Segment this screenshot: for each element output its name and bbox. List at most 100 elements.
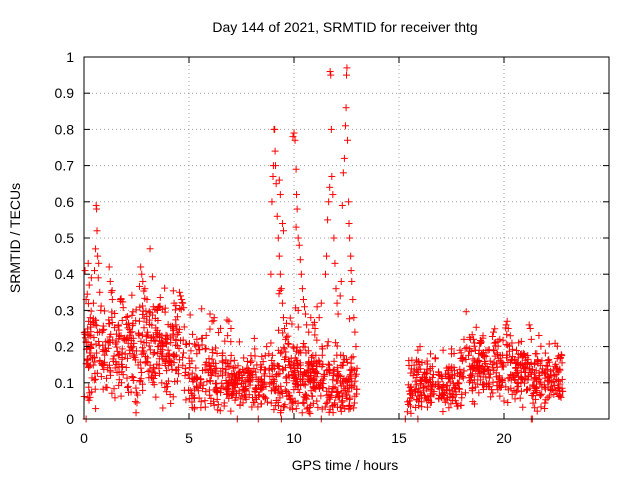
data-point — [219, 383, 227, 391]
data-point — [81, 267, 89, 275]
data-point — [415, 397, 423, 405]
data-point — [212, 385, 220, 393]
data-point — [270, 377, 278, 385]
data-point — [84, 325, 92, 333]
data-point — [520, 379, 528, 387]
data-point — [316, 384, 324, 392]
data-point — [111, 364, 119, 372]
data-point — [456, 365, 464, 373]
data-point — [106, 339, 114, 347]
data-point — [186, 374, 194, 382]
data-point — [407, 365, 415, 373]
data-point — [283, 379, 291, 387]
data-point — [313, 336, 321, 344]
data-point — [313, 303, 321, 311]
data-point — [321, 403, 329, 411]
data-point — [537, 342, 545, 350]
data-point — [171, 306, 179, 314]
data-point — [550, 372, 558, 380]
data-point — [272, 180, 280, 188]
data-point — [446, 390, 454, 398]
data-point — [353, 390, 361, 398]
data-point — [315, 358, 323, 366]
data-point — [124, 324, 132, 332]
data-point — [443, 364, 451, 372]
data-point — [255, 391, 263, 399]
data-point — [280, 227, 287, 235]
data-point — [139, 310, 147, 318]
data-point — [457, 401, 465, 409]
data-point — [505, 374, 513, 382]
x-tick-label: 15 — [391, 430, 407, 446]
data-point — [198, 305, 206, 313]
data-point — [495, 381, 503, 389]
data-point — [319, 380, 327, 388]
data-point — [212, 359, 220, 367]
data-point — [227, 325, 235, 332]
x-tick-label: 10 — [286, 430, 302, 446]
data-point — [405, 357, 413, 365]
data-point — [216, 407, 224, 415]
data-point — [305, 328, 313, 336]
data-point — [489, 364, 497, 372]
y-tick-label: 0.2 — [55, 339, 75, 355]
data-point — [548, 385, 556, 393]
data-point — [462, 308, 470, 316]
data-point — [346, 315, 354, 323]
data-point — [417, 377, 425, 385]
data-point — [278, 389, 286, 397]
data-point — [310, 375, 318, 383]
data-point — [324, 398, 332, 406]
data-point — [164, 383, 172, 391]
data-point — [288, 320, 296, 328]
data-point — [92, 245, 100, 253]
data-point — [458, 390, 466, 398]
data-point — [206, 377, 214, 385]
data-point — [529, 399, 537, 407]
data-point — [142, 333, 150, 341]
data-point — [322, 399, 330, 407]
data-point — [537, 403, 545, 411]
data-point — [208, 346, 216, 354]
x-tick-label: 20 — [496, 430, 512, 446]
data-point — [299, 296, 307, 304]
data-point — [145, 342, 153, 350]
data-point — [206, 325, 214, 333]
data-point — [291, 354, 299, 362]
y-tick-label: 0 — [66, 411, 74, 427]
data-point — [150, 374, 158, 382]
data-point — [430, 388, 438, 396]
data-point — [352, 370, 360, 378]
data-point — [153, 360, 161, 368]
data-point — [110, 385, 118, 393]
data-point — [151, 314, 159, 322]
data-point — [193, 384, 201, 392]
data-point — [119, 371, 127, 379]
data-point — [185, 339, 193, 347]
data-point — [349, 296, 357, 304]
data-point — [301, 303, 308, 311]
data-point — [112, 358, 120, 366]
data-point — [215, 329, 223, 337]
data-point — [95, 338, 103, 346]
data-point — [423, 403, 431, 411]
data-point — [300, 369, 308, 377]
data-point — [179, 299, 187, 307]
data-point — [158, 305, 166, 313]
data-point — [151, 337, 159, 345]
data-point — [180, 304, 188, 312]
data-point — [318, 351, 326, 359]
data-point — [276, 191, 284, 199]
data-point — [85, 281, 93, 289]
data-point — [350, 314, 358, 322]
data-point — [290, 344, 298, 352]
data-point — [162, 331, 170, 339]
data-point — [544, 356, 552, 364]
x-tick-label: 5 — [185, 430, 193, 446]
data-point — [81, 334, 89, 342]
data-point — [332, 339, 340, 347]
data-point — [326, 67, 334, 75]
data-point — [161, 335, 169, 343]
data-point — [461, 389, 469, 397]
data-point — [494, 378, 502, 386]
